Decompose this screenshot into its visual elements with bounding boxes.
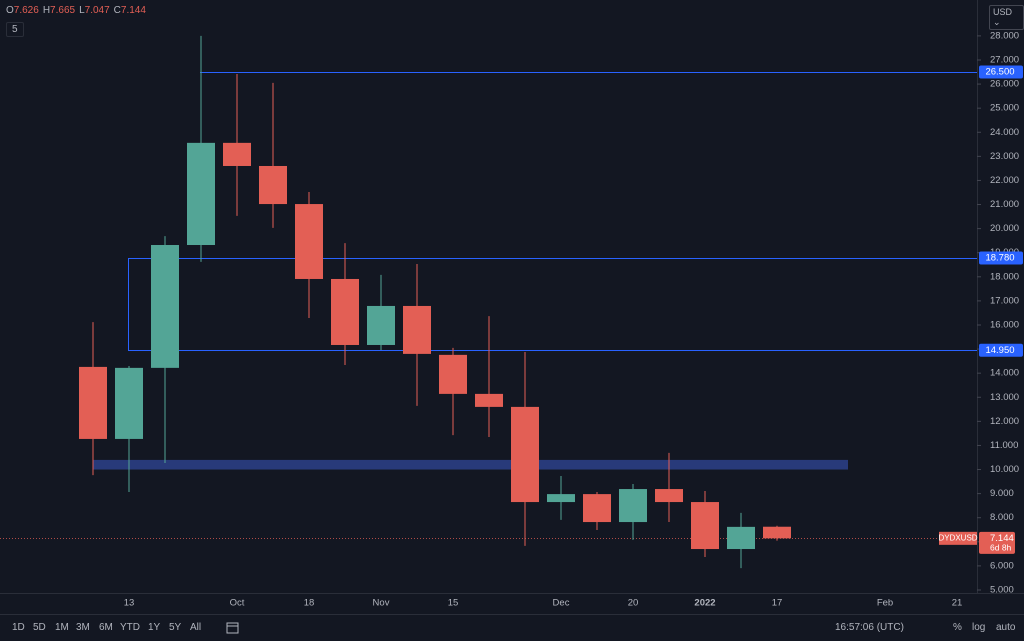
auto-toggle[interactable]: auto [996, 622, 1016, 633]
last-price-box [979, 531, 1015, 554]
candle-body [475, 393, 503, 407]
candle-body [367, 305, 395, 345]
chart: 5.0006.0007.0008.0009.00010.00011.00012.… [0, 0, 1024, 609]
support-zone [93, 459, 848, 470]
y-tick-label: 16.000 [990, 320, 1019, 331]
candle-body [727, 526, 755, 550]
x-tick-label: 2022 [694, 598, 715, 609]
y-tick-label: 11.000 [990, 440, 1018, 451]
range-button[interactable]: 5Y [169, 622, 182, 633]
y-tick-label: 6.000 [990, 560, 1014, 571]
y-tick-label: 5.000 [990, 585, 1014, 596]
candle-body [187, 142, 215, 246]
symbol-label: DYDXUSD [938, 533, 977, 542]
y-tick-label: 12.000 [990, 416, 1019, 427]
y-tick-label: 24.000 [990, 127, 1019, 138]
symbol-label-box [939, 531, 977, 545]
go-to-date-icon[interactable] [226, 621, 240, 635]
level-label-box [979, 251, 1023, 265]
y-tick-label: 27.000 [990, 55, 1019, 66]
candle-body [547, 494, 575, 503]
ohlc-letter: L [79, 5, 85, 16]
candle-body [439, 354, 467, 394]
level-label: 18.780 [985, 253, 1014, 264]
range-button[interactable]: 5D [33, 622, 46, 633]
candle-body [763, 526, 791, 539]
currency-select[interactable]: USD ⌄ [989, 5, 1024, 30]
candle-body [403, 305, 431, 354]
clock: 16:57:06 (UTC) [835, 622, 904, 633]
range-button[interactable]: 3M [76, 622, 90, 633]
candle-body [295, 204, 323, 279]
ohlc-letter: C [113, 5, 121, 16]
y-tick-label: 17.000 [990, 295, 1019, 306]
candle-body [331, 278, 359, 345]
ohlc-header: O7.626 H7.665 L7.047 C7.144 [6, 5, 150, 16]
ohlc-letter: O [6, 5, 14, 16]
y-tick-label: 26.000 [990, 79, 1019, 90]
x-tick-label: 15 [448, 598, 459, 609]
indicator-count[interactable]: 5 [6, 22, 24, 37]
y-tick-label: 23.000 [990, 151, 1019, 162]
y-tick-label: 20.000 [990, 223, 1019, 234]
level-label: 14.950 [985, 345, 1014, 356]
range-button[interactable]: 1M [55, 622, 69, 633]
plot-area [0, 0, 977, 593]
range-button[interactable]: YTD [120, 622, 140, 633]
level-label-box [979, 65, 1023, 79]
percent-toggle[interactable]: % [953, 622, 962, 633]
range-button[interactable]: 1Y [148, 622, 161, 633]
ohlc-value: 7.665 [50, 5, 76, 16]
candle-body [511, 406, 539, 503]
countdown-label: 6d 8h [990, 543, 1012, 553]
x-tick-label: 20 [628, 598, 639, 609]
candle-body [691, 502, 719, 550]
x-tick-label: Dec [553, 598, 570, 609]
y-tick-label: 14.000 [990, 368, 1019, 379]
y-tick-label: 25.000 [990, 103, 1019, 114]
currency[interactable]: USD [993, 7, 1013, 17]
candle-body [655, 489, 683, 503]
range-button[interactable]: 6M [99, 622, 113, 633]
y-tick-label: 13.000 [990, 392, 1019, 403]
y-tick-label: 8.000 [990, 512, 1014, 523]
ohlc-letter: H [42, 5, 51, 16]
x-tick-label: Nov [373, 598, 390, 609]
last-price-label: 7.144 [990, 533, 1014, 544]
x-tick-label: Oct [230, 598, 245, 609]
ohlc-value: 7.144 [120, 5, 146, 16]
candle-body [79, 366, 107, 439]
x-tick-label: 13 [124, 598, 135, 609]
log-toggle[interactable]: log [972, 622, 986, 633]
y-tick-label: 28.000 [990, 30, 1019, 41]
level-label-box [979, 343, 1023, 357]
candle-body [151, 245, 179, 368]
range-button[interactable]: 1D [12, 622, 25, 633]
range-button[interactable]: All [190, 622, 202, 633]
bottom-toolbar: 16:57:06 (UTC) % log auto 1D 5D 1M 3M 6M YTD 1… [0, 614, 1024, 641]
x-tick-label: 17 [772, 598, 783, 609]
candle-body [223, 142, 251, 166]
x-tick-label: 18 [304, 598, 315, 609]
y-tick-label: 10.000 [990, 464, 1019, 475]
y-tick-label: 21.000 [990, 199, 1019, 210]
candle-body [619, 489, 647, 523]
y-tick-label: 9.000 [990, 488, 1014, 499]
x-tick-label: Feb [877, 598, 893, 609]
level-label: 26.500 [985, 67, 1014, 78]
candle-body [583, 494, 611, 523]
candle-body [115, 367, 143, 439]
y-tick-label: 22.000 [990, 175, 1019, 186]
candle-body [259, 165, 287, 205]
ohlc-value: 7.047 [84, 5, 110, 16]
x-tick-label: 21 [952, 598, 963, 609]
ohlc-value: 7.626 [13, 5, 39, 16]
y-tick-label: 18.000 [990, 271, 1019, 282]
